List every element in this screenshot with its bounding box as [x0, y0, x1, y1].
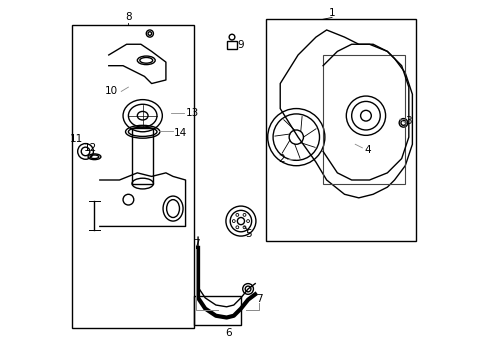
Text: 6: 6: [224, 328, 231, 338]
Text: 11: 11: [70, 134, 83, 144]
Text: 7: 7: [256, 294, 262, 303]
Bar: [265, 19, 415, 241]
Bar: [323, 55, 405, 184]
Text: 2: 2: [277, 154, 284, 164]
Text: 13: 13: [186, 108, 199, 118]
Bar: [194, 296, 241, 325]
Text: 3: 3: [405, 116, 411, 126]
Text: 7: 7: [193, 239, 199, 249]
Text: 8: 8: [125, 13, 131, 22]
Text: 4: 4: [364, 145, 370, 155]
Text: 1: 1: [328, 8, 335, 18]
Text: 12: 12: [83, 143, 97, 153]
Bar: [72, 24, 193, 328]
Text: 14: 14: [173, 128, 186, 138]
Bar: [226, 41, 237, 49]
Text: 5: 5: [244, 229, 251, 239]
Text: 9: 9: [237, 40, 244, 50]
Bar: [132, 128, 153, 184]
Text: 10: 10: [105, 86, 118, 96]
